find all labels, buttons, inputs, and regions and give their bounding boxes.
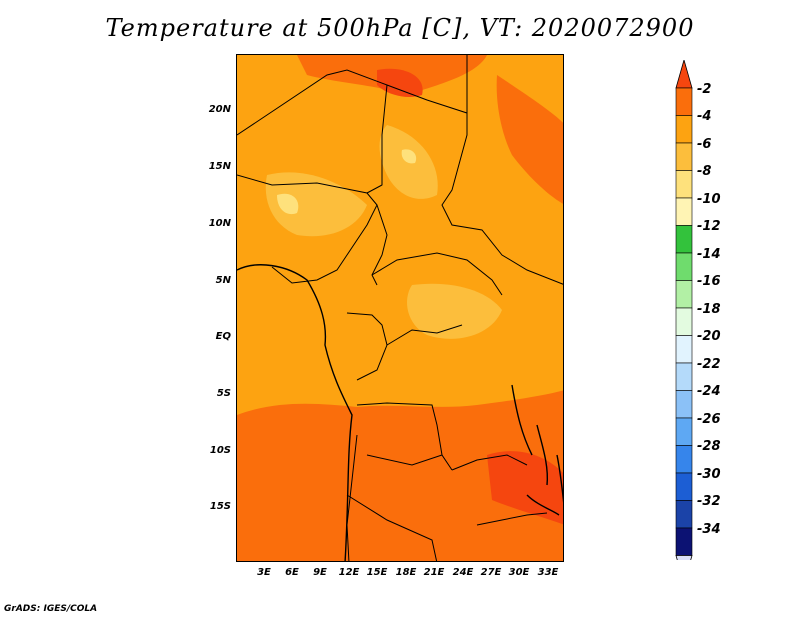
country-borders: [237, 55, 563, 561]
colorbar: [675, 60, 693, 560]
colorbar-box: [675, 280, 693, 309]
colorbar-label-m16: -16: [697, 274, 721, 289]
cool-spot-2: [401, 149, 417, 164]
colorbar-box: [675, 252, 693, 281]
colorbar-label-m8: -8: [697, 164, 712, 179]
colorbar-box: [675, 527, 693, 556]
colorbar-box: [675, 115, 693, 144]
lat-label-20n: 20N: [208, 104, 231, 115]
lon-label-24e: 24E: [452, 567, 474, 578]
colorbar-box: [675, 417, 693, 446]
temperature-map: [236, 54, 564, 562]
lat-label-10s: 10S: [209, 445, 231, 456]
lat-label-15n: 15N: [208, 161, 231, 172]
colorbar-box: [675, 362, 693, 391]
lon-label-9e: 9E: [313, 567, 327, 578]
colorbar-label-m26: -26: [697, 412, 721, 427]
northeast-hot-region: [496, 75, 563, 204]
colorbar-box: [675, 225, 693, 254]
colorbar-box: [675, 445, 693, 474]
lon-label-6e: 6E: [285, 567, 299, 578]
lon-label-15e: 15E: [366, 567, 388, 578]
lon-label-33e: 33E: [537, 567, 559, 578]
colorbar-label-m20: -20: [697, 329, 721, 344]
colorbar-box: [675, 170, 693, 199]
colorbar-label-m10: -10: [697, 192, 721, 207]
grads-credit: GrADS: IGES/COLA: [4, 604, 98, 614]
colorbar-box: [675, 142, 693, 171]
colorbar-box: [675, 197, 693, 226]
lat-label-5s: 5S: [216, 388, 231, 399]
colorbar-box: [675, 335, 693, 364]
colorbar-label-m2: -2: [697, 82, 712, 97]
lon-label-27e: 27E: [480, 567, 502, 578]
central-cool-region: [407, 283, 502, 339]
colorbar-box: [675, 500, 693, 529]
lat-label-15s: 15S: [209, 501, 231, 512]
colorbar-label-m34: -34: [697, 522, 721, 537]
colorbar-box: [675, 87, 693, 116]
colorbar-box: [675, 472, 693, 501]
colorbar-label-m6: -6: [697, 137, 712, 152]
colorbar-label-m28: -28: [697, 439, 721, 454]
colorbar-label-m32: -32: [697, 494, 721, 509]
colorbar-label-m14: -14: [697, 247, 721, 262]
temperature-field: [237, 55, 563, 561]
north-hot-spot: [377, 68, 423, 97]
southern-warm-region: [237, 390, 563, 561]
colorbar-box: [675, 390, 693, 419]
colorbar-label-m12: -12: [697, 219, 721, 234]
colorbar-label-m4: -4: [697, 109, 712, 124]
cool-spot-1: [277, 193, 299, 215]
colorbar-label-m18: -18: [697, 302, 721, 317]
lon-label-3e: 3E: [257, 567, 271, 578]
colorbar-label-m22: -22: [697, 357, 721, 372]
lon-label-18e: 18E: [395, 567, 417, 578]
colorbar-label-m24: -24: [697, 384, 721, 399]
colorbar-label-m30: -30: [697, 467, 721, 482]
coastlines: [237, 264, 563, 561]
lat-label-eq: EQ: [215, 331, 231, 342]
chart-title: Temperature at 500hPa [C], VT: 202007290…: [105, 14, 695, 42]
colorbar-arrow-top: [675, 60, 693, 89]
lat-label-5n: 5N: [215, 275, 231, 286]
lon-label-21e: 21E: [423, 567, 445, 578]
colorbar-box: [675, 307, 693, 336]
lon-label-30e: 30E: [508, 567, 530, 578]
lon-label-12e: 12E: [338, 567, 360, 578]
colorbar-arrow-bottom: [675, 555, 693, 560]
lat-label-10n: 10N: [208, 218, 231, 229]
